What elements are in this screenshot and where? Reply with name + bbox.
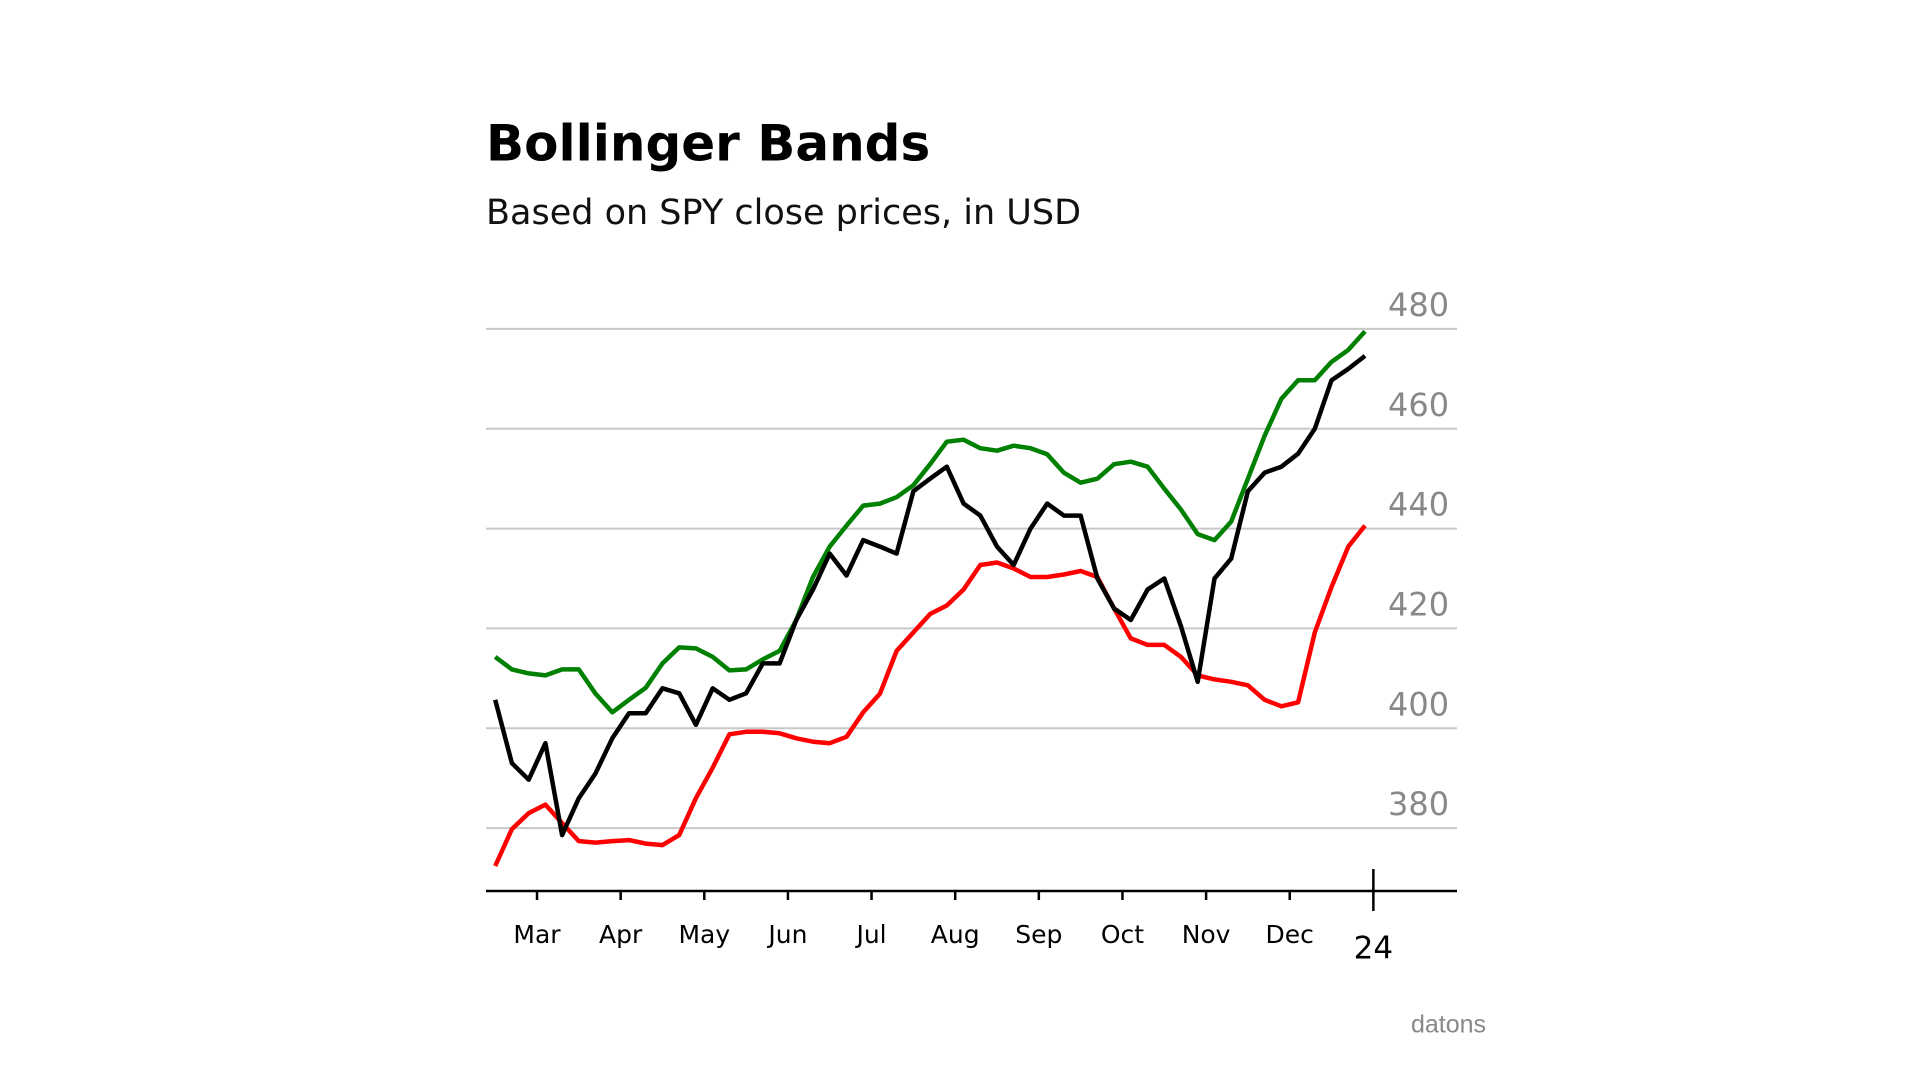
chart-subtitle: Based on SPY close prices, in USD xyxy=(486,193,1081,233)
source: datons xyxy=(1411,1011,1486,1039)
x-tick-label: Apr xyxy=(599,920,643,949)
y-tick-label: 400 xyxy=(1388,685,1449,723)
series-line xyxy=(493,524,1367,867)
y-tick-label: 380 xyxy=(1388,785,1449,823)
chart-title: Bollinger Bands xyxy=(486,115,930,173)
y-tick-label: 440 xyxy=(1388,486,1449,524)
x-tick-label: Aug xyxy=(931,920,980,949)
y-tick-label: 460 xyxy=(1388,386,1449,424)
x-tick-label: 24 xyxy=(1354,931,1393,967)
x-tick-label: Dec xyxy=(1266,920,1314,949)
x-tick-label: Jul xyxy=(854,920,886,949)
x-tick-label: May xyxy=(678,920,730,949)
y-tick-label: 420 xyxy=(1388,585,1449,623)
x-tick-label: Oct xyxy=(1101,920,1144,949)
x-tick-label: Sep xyxy=(1015,920,1062,949)
x-tick-label: Mar xyxy=(513,920,561,949)
y-tick-label: 480 xyxy=(1388,286,1449,324)
x-tick-label: Jun xyxy=(766,920,807,949)
series-line xyxy=(493,329,1367,715)
x-tick-label: Nov xyxy=(1182,920,1231,949)
series-line xyxy=(493,354,1367,838)
